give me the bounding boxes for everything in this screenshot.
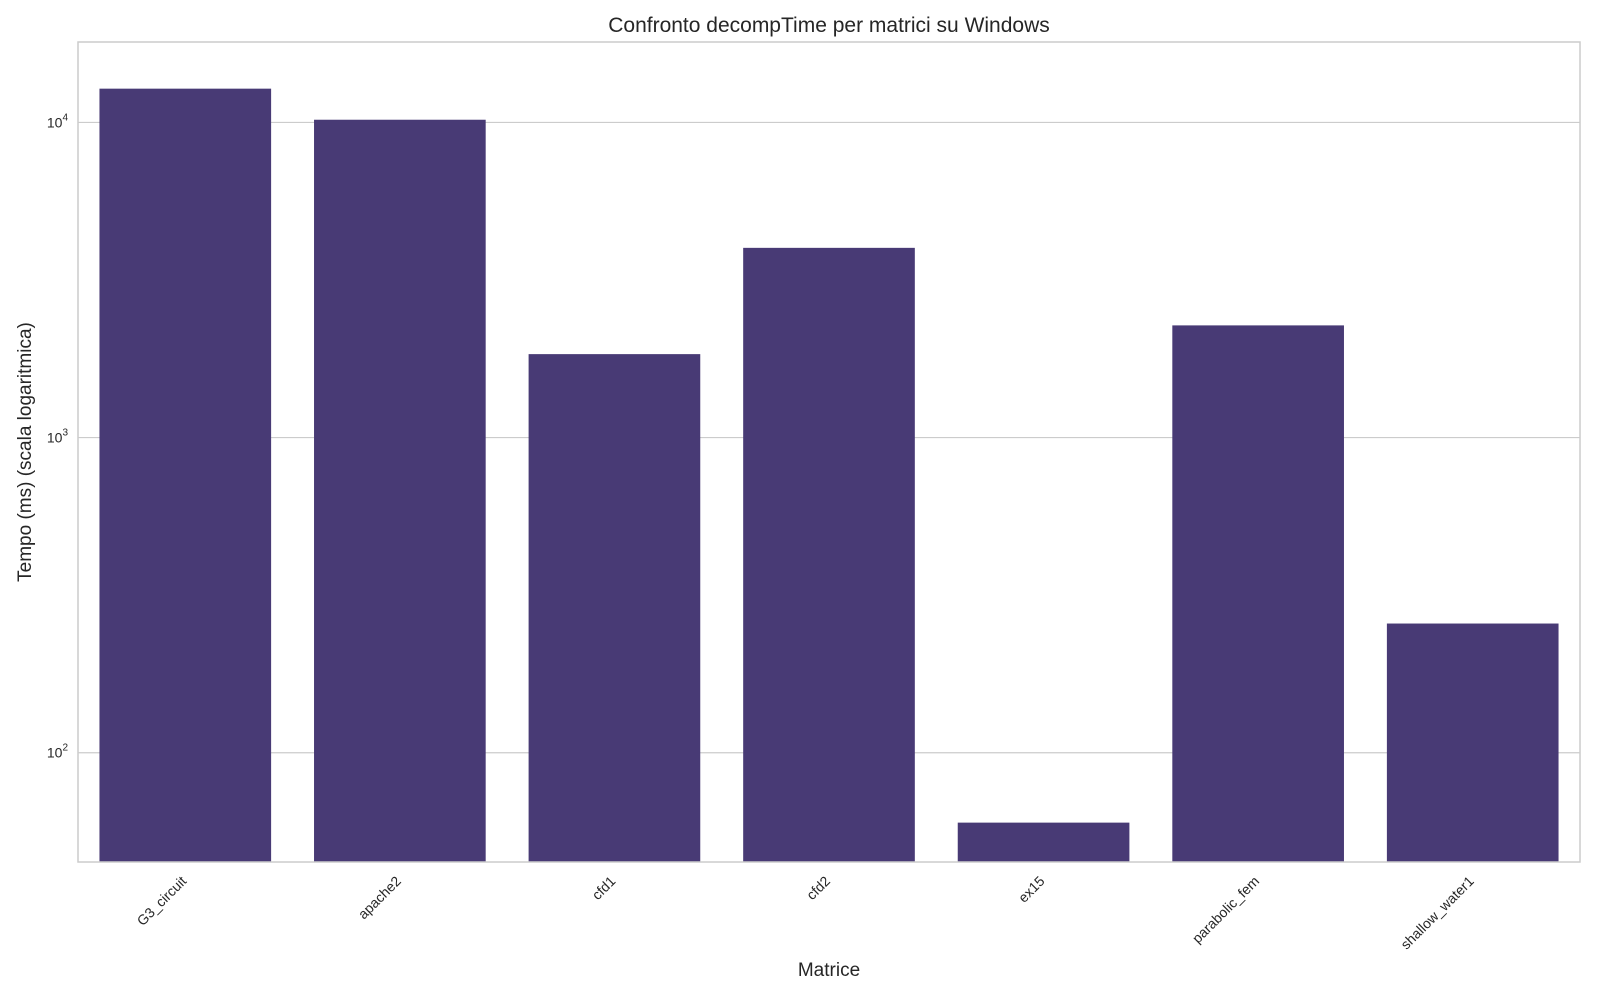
bar-cfd2 [743, 247, 915, 862]
bar-apache2 [314, 119, 486, 863]
x-tick-label: apache2 [355, 873, 404, 922]
bars [99, 88, 1559, 863]
y-tick-labels: 102 103 104 [47, 112, 69, 760]
bar-cfd1 [528, 354, 701, 862]
axes [77, 41, 1581, 863]
bar-G3_circuit [99, 88, 272, 863]
x-tick-label: cfd1 [589, 873, 619, 903]
chart-title: Confronto decompTime per matrici su Wind… [608, 14, 1050, 37]
x-tick-label: ex15 [1015, 873, 1048, 906]
x-tick-label: G3_circuit [134, 873, 190, 929]
bar-ex15 [957, 822, 1130, 862]
x-tick-label: cfd2 [803, 873, 833, 903]
plot-frame [77, 41, 1581, 863]
bar-shallow_water1 [1386, 623, 1559, 862]
x-tick-label: shallow_water1 [1397, 873, 1477, 953]
x-axis-label: Matrice [797, 960, 861, 981]
y-tick-label: 103 [47, 428, 69, 446]
bar-parabolic_fem [1172, 325, 1344, 862]
y-tick-label: 102 [47, 743, 69, 761]
y-tick-label: 104 [47, 112, 69, 130]
x-tick-labels: G3_circuit apache2 cfd1 cfd2 ex15 parabolic_f… [134, 873, 1477, 953]
x-tick-label: parabolic_fem [1189, 873, 1262, 946]
